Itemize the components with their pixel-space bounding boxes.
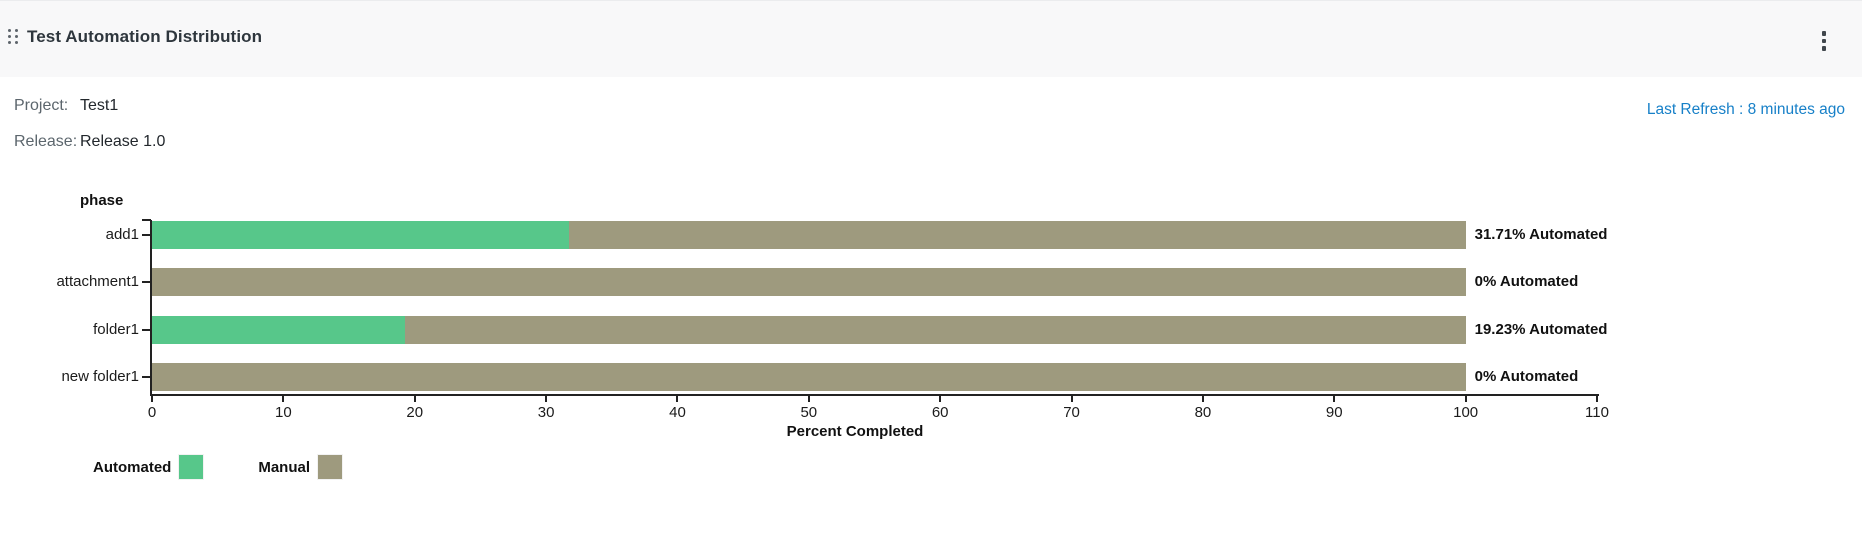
x-axis-tick <box>939 396 942 402</box>
legend-label: Manual <box>258 458 311 476</box>
widget-menu-button[interactable] <box>1812 27 1836 55</box>
x-tick-label: 110 <box>1585 404 1609 421</box>
x-axis-title: Percent Completed <box>786 423 924 440</box>
category-tick <box>142 234 151 236</box>
bar-value-label: 19.23% Automated <box>1474 321 1608 338</box>
y-axis-line <box>150 220 152 396</box>
x-axis-tick <box>1596 396 1598 402</box>
category-label: new folder1 <box>61 368 139 385</box>
project-value: Test1 <box>80 97 119 114</box>
category-tick <box>142 329 151 331</box>
widget-title: Test Automation Distribution <box>27 27 263 46</box>
category-label: attachment1 <box>56 273 139 290</box>
x-tick-label: 90 <box>1325 404 1343 421</box>
x-tick-label: 10 <box>275 404 292 421</box>
x-axis-tick <box>1070 396 1073 402</box>
bar-row[interactable] <box>152 316 1466 344</box>
x-tick-label: 50 <box>800 404 818 421</box>
x-axis-tick <box>676 396 679 402</box>
y-axis-end-tick <box>142 219 151 221</box>
legend-swatch <box>318 455 343 479</box>
more-vert-icon <box>1821 31 1827 51</box>
bar-value-label: 0% Automated <box>1474 368 1579 385</box>
x-tick-label: 30 <box>537 404 555 421</box>
chart-legend: Automated Manual <box>93 455 343 479</box>
x-tick-label: 40 <box>669 404 686 421</box>
x-axis-tick <box>151 396 153 402</box>
x-axis-tick <box>413 396 416 402</box>
bar-segment-automated[interactable] <box>152 221 569 249</box>
x-axis-tick <box>545 396 548 402</box>
legend-item-manual[interactable]: Manual <box>258 455 343 479</box>
drag-handle-icon[interactable] <box>8 29 19 47</box>
legend-item-automated[interactable]: Automated <box>93 455 204 479</box>
bar-row[interactable] <box>152 268 1466 296</box>
category-label: folder1 <box>93 321 139 338</box>
x-axis-tick <box>1333 396 1336 402</box>
bar-row[interactable] <box>152 221 1466 249</box>
x-axis-tick <box>807 396 810 402</box>
x-axis-tick <box>1201 396 1204 402</box>
bar-row[interactable] <box>152 363 1466 391</box>
x-tick-label: 0 <box>147 404 157 421</box>
x-tick-label: 100 <box>1453 404 1479 421</box>
category-tick <box>142 281 151 283</box>
legend-swatch <box>179 455 204 479</box>
project-label: Project: <box>14 97 69 114</box>
x-axis-line <box>150 394 1599 396</box>
release-value: Release 1.0 <box>80 133 166 150</box>
x-tick-label: 80 <box>1194 404 1212 421</box>
x-tick-label: 60 <box>931 404 949 421</box>
x-tick-label: 20 <box>406 404 424 421</box>
release-label: Release: <box>14 133 78 150</box>
x-axis-tick <box>1464 396 1467 402</box>
category-tick <box>142 376 151 378</box>
bar-value-label: 0% Automated <box>1474 273 1579 290</box>
last-refresh-link[interactable]: Last Refresh : 8 minutes ago <box>1646 101 1845 118</box>
bar-segment-automated[interactable] <box>152 316 405 344</box>
legend-label: Automated <box>93 458 172 476</box>
widget-header: Test Automation Distribution <box>0 0 1862 77</box>
bar-value-label: 31.71% Automated <box>1474 226 1608 243</box>
category-label: add1 <box>105 226 139 243</box>
x-axis-tick <box>282 396 285 402</box>
x-tick-label: 70 <box>1063 404 1080 421</box>
y-axis-title: phase <box>80 192 124 209</box>
